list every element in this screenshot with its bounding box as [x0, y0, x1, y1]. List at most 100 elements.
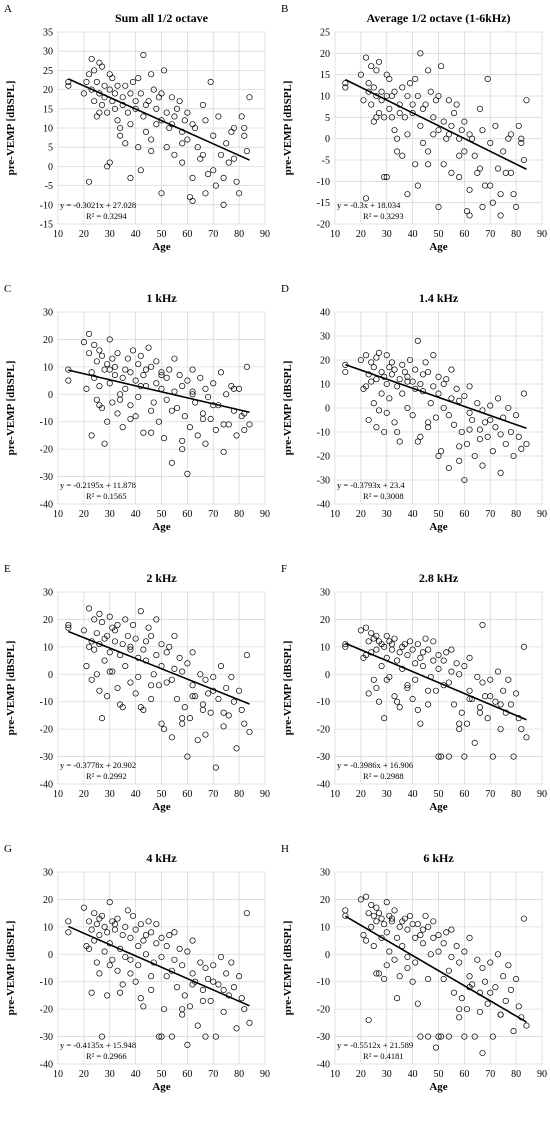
data-point	[186, 194, 194, 201]
data-point	[158, 372, 165, 379]
scatter-points-f	[342, 621, 530, 760]
data-point	[171, 665, 178, 672]
data-point	[520, 643, 527, 650]
data-point	[505, 404, 512, 412]
data-point	[497, 191, 504, 198]
data-point	[197, 671, 204, 678]
data-point	[365, 80, 372, 87]
data-point	[466, 654, 473, 661]
data-point	[515, 122, 522, 129]
data-point	[109, 75, 116, 82]
y-tick-label: 30	[43, 47, 53, 58]
data-point	[215, 981, 222, 988]
y-tick-label: 20	[43, 335, 53, 346]
data-point	[461, 118, 468, 125]
data-point	[484, 715, 491, 722]
data-point	[391, 907, 398, 914]
data-point	[443, 376, 450, 383]
data-point	[507, 986, 515, 993]
data-point	[106, 336, 113, 343]
data-point	[101, 82, 108, 89]
data-point	[142, 128, 150, 135]
data-point	[388, 918, 395, 925]
data-point	[153, 921, 160, 928]
data-point	[65, 377, 72, 384]
data-point	[430, 934, 437, 941]
data-point	[117, 396, 124, 403]
data-point	[396, 973, 403, 980]
data-point	[189, 366, 196, 373]
data-point	[158, 720, 165, 727]
data-point	[425, 419, 432, 426]
data-point	[435, 373, 442, 380]
x-tick-label: 60	[182, 1069, 192, 1080]
y-tick-label: 10	[320, 922, 330, 933]
x-tick-label: 50	[157, 789, 167, 800]
data-point	[404, 404, 411, 412]
data-point	[425, 148, 432, 155]
data-point	[241, 720, 248, 727]
data-point	[132, 635, 139, 642]
data-point	[427, 951, 434, 958]
data-point	[117, 132, 124, 139]
data-point	[494, 668, 502, 675]
data-point	[88, 926, 95, 933]
data-point	[404, 92, 411, 100]
y-tick-label: -30	[40, 472, 53, 483]
data-point	[101, 366, 108, 373]
data-point	[148, 682, 155, 689]
x-tick-label: 30	[105, 229, 115, 240]
x-tick-label: 80	[234, 1069, 244, 1080]
data-point	[153, 940, 160, 947]
y-tick-label: 20	[43, 895, 53, 906]
y-tick-label: -10	[317, 697, 330, 708]
data-point	[378, 934, 385, 941]
data-point	[394, 698, 401, 705]
trend-equation-d: y = -0.3793x + 23.4	[337, 480, 405, 490]
data-point	[435, 452, 442, 460]
y-tick-label: 0	[325, 670, 330, 681]
data-point	[375, 698, 383, 705]
data-point	[137, 352, 144, 359]
data-point	[448, 366, 455, 373]
data-point	[127, 90, 134, 97]
r-squared-b: R² = 0.3293	[363, 211, 404, 221]
data-point	[223, 391, 230, 398]
r-squared-f: R² = 0.2988	[363, 771, 404, 781]
data-point	[194, 144, 201, 151]
data-point	[199, 410, 206, 417]
x-tick-label: 30	[382, 509, 392, 520]
x-tick-label: 70	[485, 509, 495, 520]
panel-c: C 1 kHz -40 -30 -20 -10 0 10 20 30 10 20 30 40 50 60 70 8…	[4, 283, 270, 533]
data-point	[445, 1033, 452, 1040]
data-point	[370, 943, 377, 950]
data-point	[140, 937, 147, 944]
data-point	[404, 684, 411, 692]
data-point	[489, 753, 496, 760]
data-point	[117, 945, 124, 952]
scatter-points-c	[65, 330, 253, 477]
x-tick-label: 20	[356, 1069, 366, 1080]
data-point	[223, 970, 230, 977]
data-point	[135, 361, 142, 368]
data-point	[453, 660, 460, 667]
data-point	[220, 174, 227, 181]
data-point	[373, 646, 380, 653]
data-point	[65, 624, 72, 631]
data-point	[86, 918, 93, 925]
data-point	[406, 356, 414, 364]
x-tick-label: 70	[485, 1069, 495, 1080]
data-point	[383, 632, 390, 639]
data-point	[233, 745, 240, 752]
y-tick-label: -10	[317, 177, 330, 188]
data-point	[163, 109, 170, 116]
data-point	[111, 638, 118, 645]
y-tick-label: 5	[48, 143, 53, 154]
data-point	[450, 110, 458, 117]
data-point	[155, 94, 162, 101]
panel-h: H 6 kHz -40 -30 -20 -10 0 10 20 30 10 20 30 40 50 60 70 8…	[281, 843, 547, 1093]
scatter-points-h	[342, 893, 530, 1057]
data-point	[445, 412, 452, 419]
x-axis-label-f: Age	[429, 801, 447, 813]
data-point	[132, 690, 139, 697]
